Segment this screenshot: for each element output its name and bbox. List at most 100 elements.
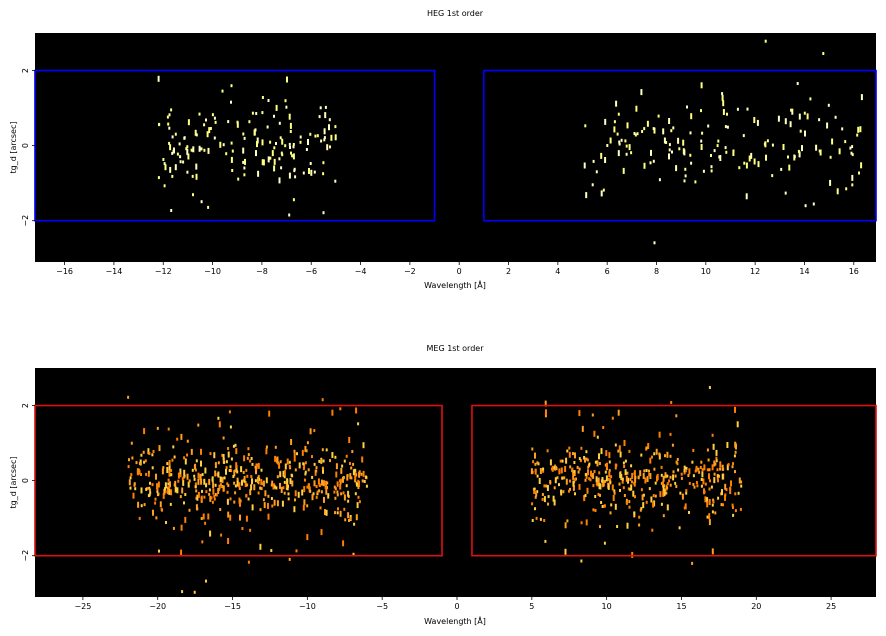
meg-event-mark — [737, 491, 740, 495]
meg-event-mark — [226, 490, 229, 494]
meg-event-mark — [145, 487, 148, 491]
heg-event-mark — [176, 152, 179, 156]
meg-event-mark — [227, 451, 230, 458]
meg-event-mark — [553, 466, 556, 470]
meg-event-mark — [128, 458, 130, 462]
meg-event-mark — [685, 491, 688, 495]
meg-event-mark — [709, 479, 711, 483]
meg-event-mark — [246, 483, 249, 487]
meg-event-mark — [247, 453, 250, 457]
meg-event-mark — [347, 490, 350, 497]
meg-event-mark — [193, 590, 196, 594]
meg-event-mark — [679, 491, 682, 495]
meg-event-mark — [710, 485, 713, 489]
meg-event-mark — [197, 491, 200, 498]
meg-event-mark — [336, 481, 339, 485]
meg-event-mark — [180, 524, 183, 531]
heg-event-mark — [334, 179, 337, 183]
heg-event-mark — [635, 105, 638, 112]
meg-event-mark — [656, 475, 658, 482]
heg-event-mark — [166, 115, 169, 119]
heg-event-mark — [683, 149, 686, 156]
meg-plot-area — [35, 368, 876, 597]
meg-event-mark — [195, 489, 198, 493]
heg-event-mark — [764, 141, 767, 148]
heg-event-mark — [702, 169, 705, 173]
heg-event-mark — [313, 170, 316, 174]
meg-event-mark — [592, 484, 595, 488]
meg-event-mark — [578, 457, 581, 461]
meg-event-mark — [259, 486, 262, 490]
meg-event-mark — [615, 463, 618, 467]
meg-event-mark — [193, 477, 196, 481]
meg-event-mark — [544, 539, 547, 543]
meg-event-mark — [722, 503, 724, 507]
meg-event-mark — [695, 481, 698, 484]
meg-event-mark — [221, 476, 224, 483]
meg-event-mark — [334, 496, 337, 500]
meg-event-mark — [199, 473, 202, 480]
meg-event-mark — [276, 500, 279, 507]
heg-event-mark — [710, 154, 712, 157]
meg-event-mark — [619, 451, 622, 458]
meg-event-mark — [688, 468, 691, 475]
meg-event-mark — [539, 517, 542, 521]
meg-event-mark — [270, 549, 273, 552]
meg-event-mark — [208, 488, 211, 492]
meg-event-mark — [322, 467, 324, 474]
meg-event-mark — [275, 486, 278, 490]
meg-event-mark — [708, 513, 711, 520]
meg-event-mark — [651, 455, 653, 459]
heg-x-tick-label: 6 — [605, 267, 610, 276]
heg-event-mark — [764, 39, 767, 43]
heg-x-tick-label: 0 — [457, 267, 462, 276]
meg-event-mark — [703, 464, 706, 471]
meg-event-mark — [304, 472, 307, 476]
heg-panel: HEG 1st order −16 −14 −12 −10 −8 −6 −4 −2 0 2 4 6 8 1… — [9, 9, 877, 290]
meg-event-mark — [325, 488, 328, 495]
heg-event-mark — [657, 114, 660, 118]
meg-event-mark — [676, 458, 679, 461]
meg-event-mark — [732, 513, 735, 517]
heg-event-mark — [799, 129, 802, 133]
heg-title: HEG 1st order — [427, 9, 484, 18]
meg-event-mark — [701, 468, 704, 472]
heg-event-mark — [328, 118, 331, 122]
meg-event-mark — [177, 472, 180, 479]
meg-event-mark — [295, 549, 298, 553]
meg-event-mark — [130, 441, 133, 445]
meg-event-mark — [338, 479, 341, 483]
meg-event-mark — [601, 505, 604, 508]
meg-event-mark — [202, 513, 205, 520]
heg-event-mark — [222, 143, 225, 147]
heg-event-mark — [662, 128, 665, 135]
meg-event-mark — [724, 483, 727, 490]
meg-event-mark — [256, 463, 258, 467]
meg-event-mark — [564, 522, 567, 529]
meg-y-tick-label: 0 — [21, 478, 30, 483]
meg-event-mark — [225, 466, 228, 470]
meg-event-mark — [662, 485, 665, 492]
heg-event-mark — [812, 202, 815, 206]
heg-event-mark — [700, 109, 702, 113]
meg-event-mark — [265, 448, 268, 455]
heg-event-mark — [798, 113, 801, 120]
heg-event-mark — [604, 157, 607, 163]
meg-event-mark — [564, 466, 567, 472]
meg-event-mark — [556, 476, 559, 480]
heg-event-mark — [672, 126, 675, 130]
heg-event-mark — [665, 141, 668, 144]
meg-event-mark — [259, 508, 262, 512]
meg-event-mark — [301, 489, 304, 496]
heg-event-mark — [780, 167, 783, 171]
meg-event-mark — [336, 490, 339, 494]
meg-event-mark — [734, 406, 736, 413]
meg-event-mark — [612, 495, 615, 501]
meg-event-mark — [358, 471, 361, 478]
meg-event-mark — [734, 450, 737, 454]
meg-event-mark — [312, 492, 315, 496]
meg-event-mark — [675, 414, 678, 418]
meg-event-mark — [592, 508, 595, 512]
heg-event-mark — [668, 148, 671, 152]
heg-event-mark — [288, 113, 291, 120]
